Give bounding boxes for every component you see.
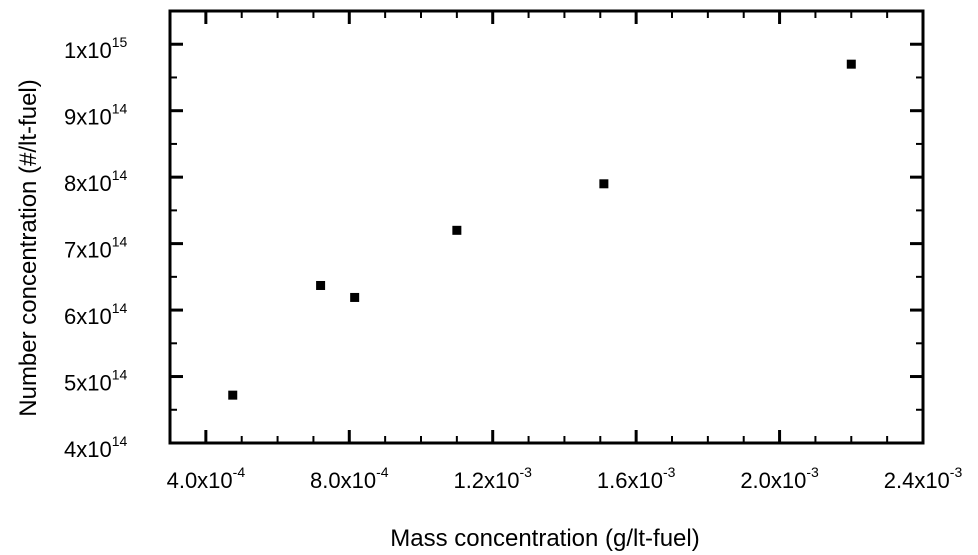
y-tick-label: 4x1014 bbox=[64, 433, 128, 462]
plot-area: 4.0x10-4 8.0x10-4 1.2x10-3 1.6x10-3 2.0x10-3… bbox=[64, 9, 963, 493]
y-tick-label: 7x1014 bbox=[64, 234, 128, 263]
y-tick-label: 5x1014 bbox=[64, 367, 128, 396]
y-tick-label: 8x1014 bbox=[64, 167, 128, 196]
data-point bbox=[599, 179, 609, 189]
x-tick-label: 8.0x10-4 bbox=[310, 464, 389, 493]
y-axis-title: Number concentration (#/lt-fuel) bbox=[15, 79, 42, 416]
y-tick-label: 1x1015 bbox=[64, 34, 128, 63]
data-point bbox=[228, 390, 238, 400]
data-point bbox=[316, 280, 326, 290]
x-tick-label: 1.6x10-3 bbox=[597, 464, 676, 493]
data-point bbox=[350, 292, 360, 302]
data-point bbox=[846, 59, 856, 69]
y-tick-label: 6x1014 bbox=[64, 300, 128, 329]
plot-frame bbox=[168, 9, 925, 445]
x-tick-label: 1.2x10-3 bbox=[453, 464, 532, 493]
x-tick-label: 4.0x10-4 bbox=[167, 464, 246, 493]
x-axis-title: Mass concentration (g/lt-fuel) bbox=[390, 525, 699, 552]
y-tick-label: 9x1014 bbox=[64, 101, 128, 130]
x-tick-label: 2.4x10-3 bbox=[884, 464, 963, 493]
x-tick-label: 2.0x10-3 bbox=[740, 464, 819, 493]
data-point bbox=[452, 225, 462, 235]
